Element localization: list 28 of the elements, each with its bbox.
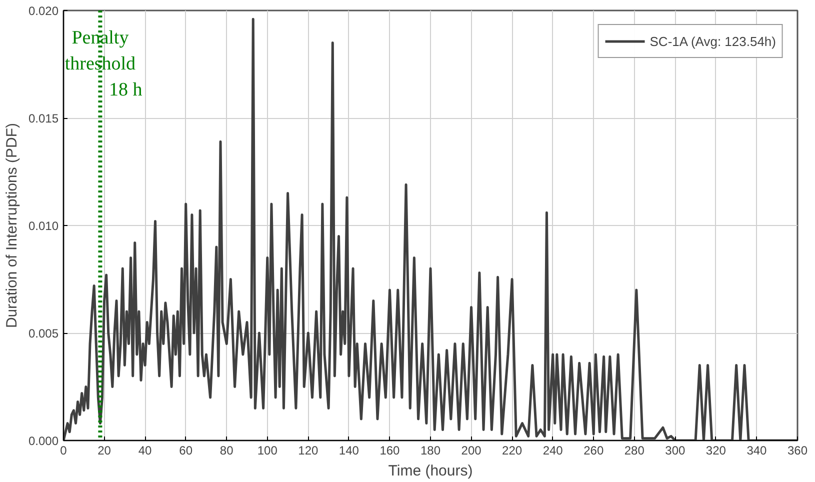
x-tick-label: 0 [60, 444, 68, 458]
x-tick-label: 60 [179, 444, 193, 458]
y-tick-label: 0.020 [28, 4, 59, 18]
x-tick-label: 240 [542, 444, 564, 458]
x-tick-label: 300 [665, 444, 686, 458]
x-tick-label: 200 [461, 444, 482, 458]
x-tick-label: 260 [584, 444, 604, 458]
x-tick-label: 340 [746, 444, 768, 458]
x-tick-label: 280 [624, 444, 645, 458]
x-tick-label: 220 [502, 444, 522, 458]
x-tick-label: 80 [220, 444, 234, 458]
x-tick-label: 20 [98, 444, 112, 458]
x-tick-label: 160 [380, 444, 400, 458]
x-tick-label: 100 [257, 444, 278, 458]
ref-line-label: Penalty threshold 18 h [64, 28, 143, 100]
x-tick-label: 120 [298, 444, 319, 458]
x-tick-label: 40 [138, 444, 152, 458]
x-tick-label: 320 [706, 444, 726, 458]
x-tick-label: 140 [338, 444, 360, 458]
x-tick-label: 360 [787, 444, 808, 458]
y-axis-title: Duration of Interruptions (PDF) [3, 122, 20, 328]
x-axis-title: Time (hours) [388, 462, 473, 480]
y-tick-label: 0.010 [28, 219, 59, 233]
y-tick-label: 0.000 [28, 434, 59, 448]
x-tick-label: 180 [420, 444, 441, 458]
y-tick-label: 0.005 [28, 326, 59, 340]
legend-label: SC-1A (Avg: 123.54h) [650, 34, 776, 48]
y-tick-label: 0.015 [28, 112, 59, 126]
